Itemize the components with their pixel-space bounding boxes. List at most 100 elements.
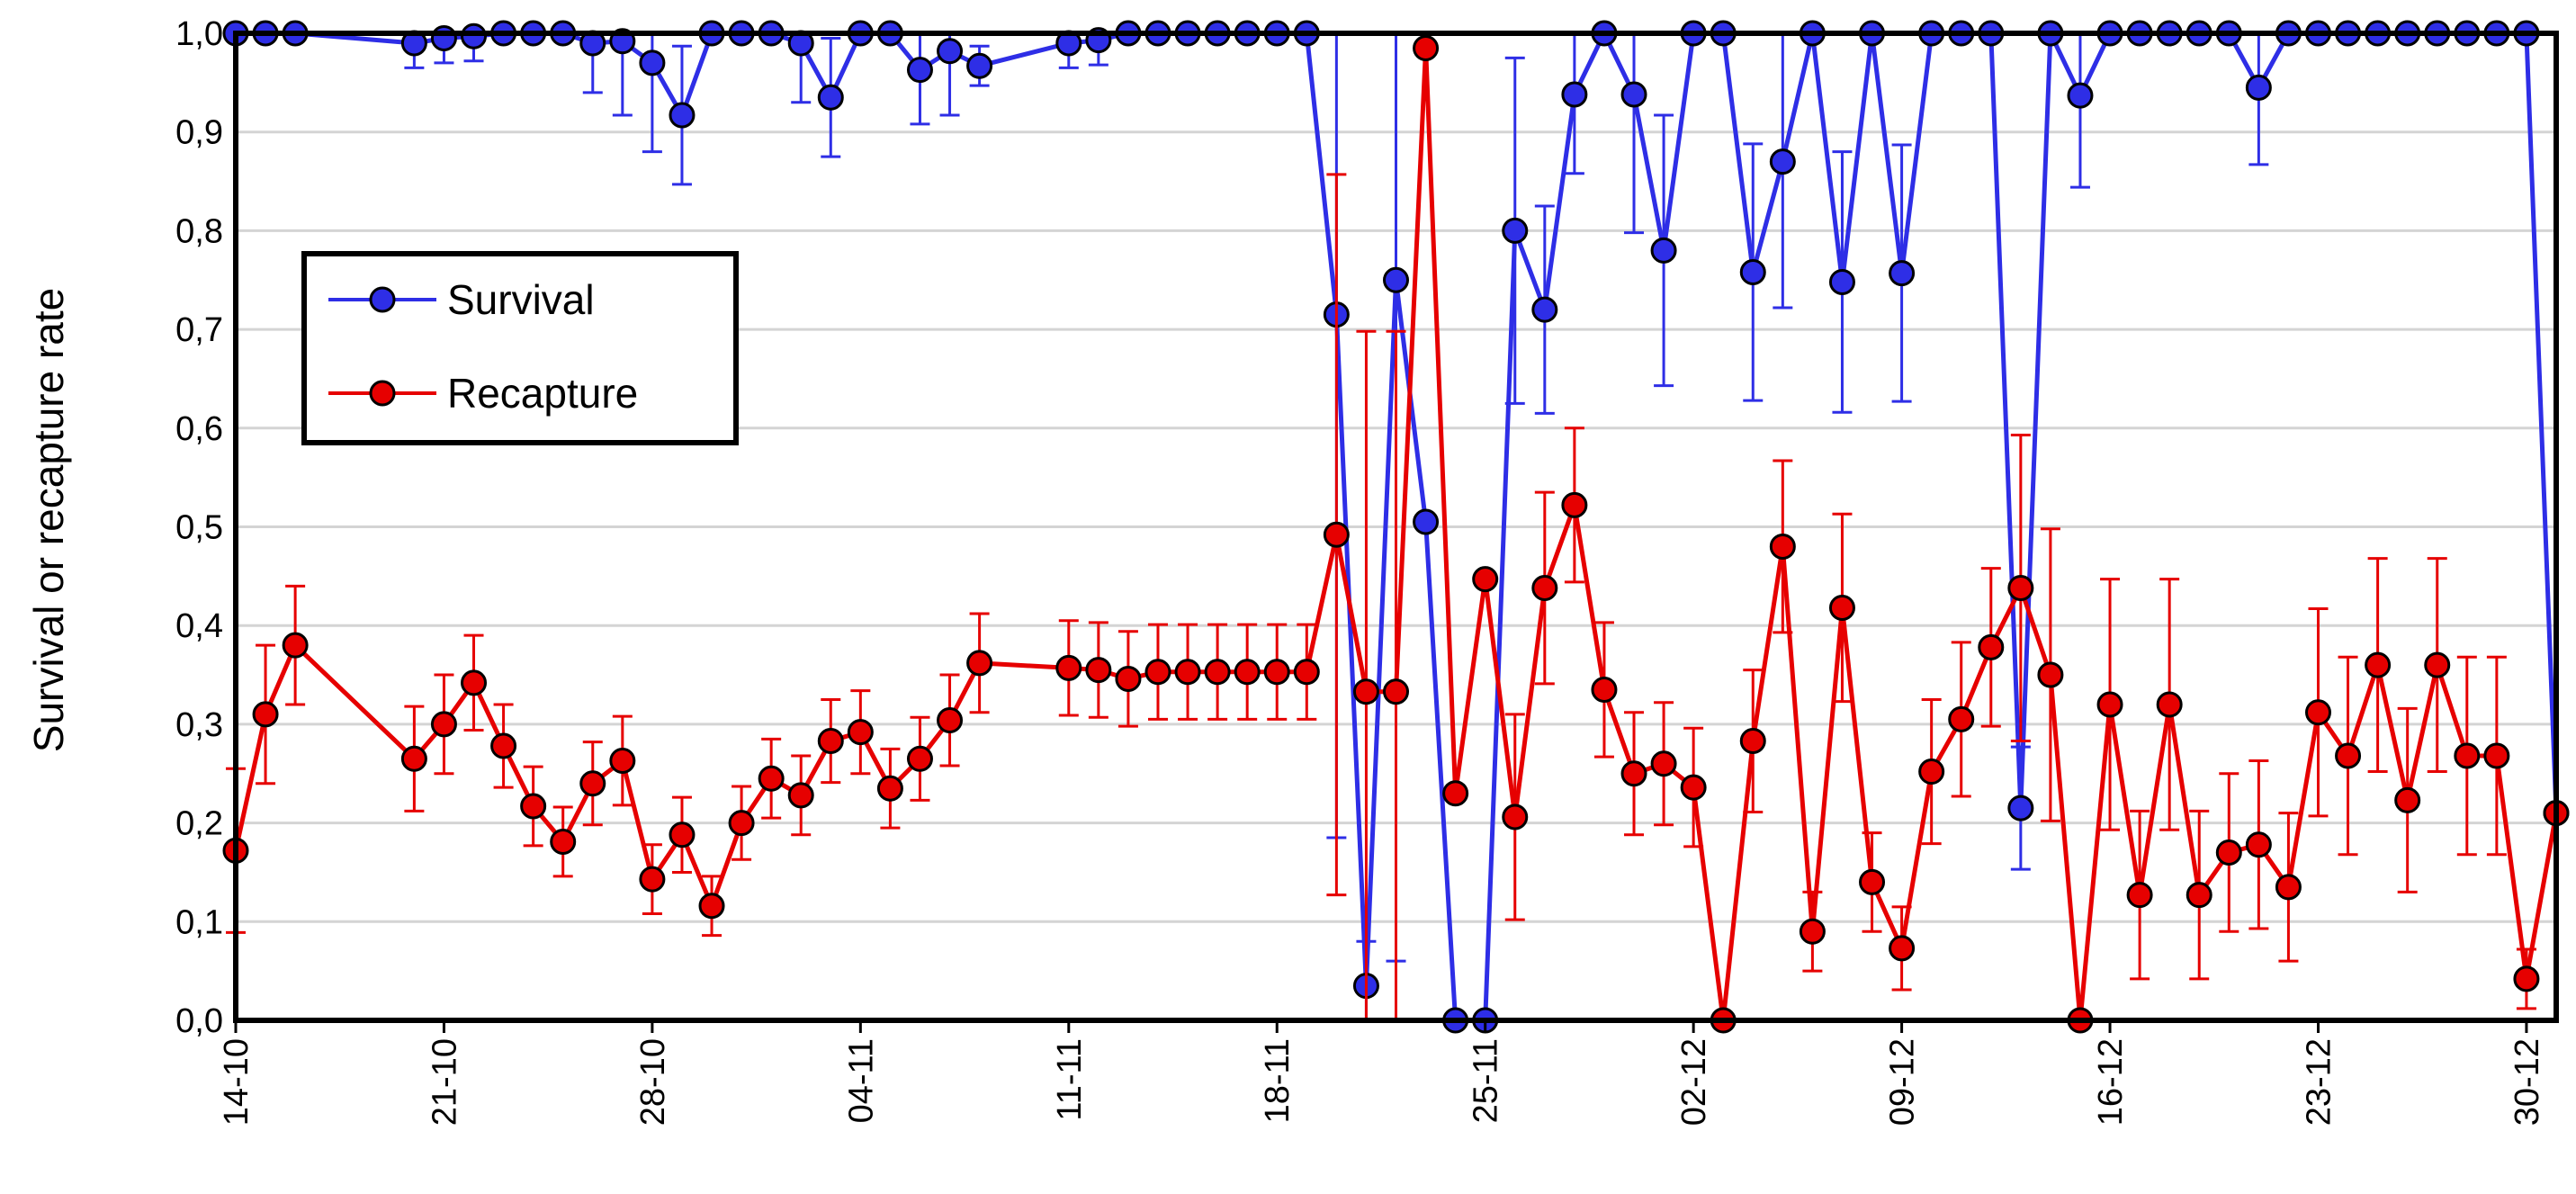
legend-label-survival: Survival: [447, 276, 595, 323]
recapture-point: [2304, 699, 2331, 726]
y-tick-label: 1,0: [175, 15, 223, 53]
recapture-point: [966, 650, 993, 677]
recapture-point: [698, 893, 725, 920]
recapture-point: [1144, 659, 1171, 686]
survival-point: [639, 49, 666, 76]
recapture-point: [1352, 678, 1379, 705]
y-tick-label: 0,9: [175, 114, 223, 152]
recapture-point: [1234, 659, 1261, 686]
recapture-point: [2007, 575, 2034, 602]
recapture-point: [937, 707, 964, 734]
y-ticks: 0,0 0,1 0,2 0,3 0,4 0,5 0,6 0,7 0,8 0,9 1,0: [175, 15, 223, 1040]
recapture-point: [252, 701, 279, 728]
y-tick-label: 0,5: [175, 509, 223, 547]
recapture-point: [876, 775, 903, 802]
recapture-point: [609, 747, 636, 774]
recapture-point: [2424, 651, 2451, 678]
recapture-point: [520, 793, 547, 820]
recapture-point: [1174, 659, 1201, 686]
recapture-point: [1769, 533, 1796, 560]
recapture-point: [2513, 965, 2540, 992]
survival-point: [1739, 258, 1766, 285]
recapture-point: [282, 632, 309, 659]
recapture-point: [1828, 594, 1855, 621]
survival-point: [817, 84, 844, 111]
recapture-point: [1055, 654, 1082, 681]
survival-point: [461, 22, 488, 49]
survival-point: [1531, 296, 1558, 323]
y-tick-label: 0,3: [175, 706, 223, 744]
recapture-point: [2245, 831, 2272, 858]
recapture-point: [461, 669, 488, 696]
recapture-point: [758, 765, 785, 792]
recapture-point: [1859, 868, 1886, 895]
survival-point: [906, 57, 933, 84]
recapture-point: [2215, 839, 2242, 866]
x-tick-label: 16-12: [2092, 1038, 2130, 1126]
recapture-point: [579, 770, 606, 797]
survival-point: [1383, 266, 1409, 293]
y-tick-label: 0,2: [175, 805, 223, 843]
survival-point: [2007, 795, 2034, 821]
survival-point: [430, 24, 457, 51]
recapture-point: [669, 821, 696, 848]
survival-point: [1889, 260, 1916, 287]
legend-label-recapture: Recapture: [447, 370, 638, 417]
x-tick-label: 02-12: [1675, 1038, 1713, 1126]
recapture-point: [2335, 742, 2362, 769]
recapture-point: [906, 745, 933, 772]
recapture-point: [1413, 34, 1440, 61]
recapture-point: [550, 828, 577, 855]
y-tick-label: 0,6: [175, 410, 223, 448]
survival-point: [1561, 81, 1588, 108]
y-axis-label: Survival or recapture rate: [25, 288, 72, 752]
recapture-point: [2394, 786, 2421, 813]
legend-marker-recapture: [369, 380, 396, 407]
recapture-point: [1383, 678, 1409, 705]
x-tick-label: 25-11: [1468, 1038, 1505, 1123]
recapture-point: [2454, 742, 2481, 769]
survival-point: [1769, 148, 1796, 175]
recapture-point: [1531, 575, 1558, 602]
x-tick-label: 09-12: [1884, 1038, 1922, 1126]
recapture-point: [400, 745, 427, 772]
recapture-point: [1978, 633, 2005, 660]
y-tick-label: 0,4: [175, 607, 223, 645]
survival-point: [1650, 237, 1677, 264]
recapture-point: [2483, 742, 2510, 769]
recapture-point: [1502, 803, 1529, 830]
survival-point: [1620, 81, 1647, 108]
recapture-point: [1918, 759, 1945, 786]
survival-point: [669, 102, 696, 129]
legend-box: [301, 251, 739, 445]
recapture-point: [639, 866, 666, 893]
recapture-point: [1650, 750, 1677, 777]
x-tick-label: 23-12: [2300, 1038, 2338, 1126]
recapture-point: [430, 711, 457, 738]
recapture-point: [1115, 665, 1142, 692]
y-tick-label: 0,0: [175, 1002, 223, 1040]
recapture-point: [2186, 882, 2212, 909]
survival-point: [1828, 268, 1855, 295]
recapture-point: [1263, 659, 1290, 686]
survival-point: [2245, 74, 2272, 101]
legend-marker-survival: [369, 286, 396, 313]
recapture-point: [1620, 760, 1647, 787]
recapture-point: [1591, 677, 1618, 704]
recapture-point: [787, 782, 814, 809]
x-ticks: 14-10 21-10 28-10 04-11 11-11 18-11 25-11 02-12…: [218, 1020, 2546, 1126]
survival-point: [1502, 217, 1529, 244]
recapture-point: [817, 728, 844, 755]
y-tick-label: 0,1: [175, 903, 223, 941]
recapture-point: [2126, 882, 2153, 909]
x-tick-label: 04-11: [842, 1038, 880, 1123]
recapture-point: [728, 810, 755, 837]
recapture-point: [1799, 918, 1826, 945]
recapture-point: [2365, 651, 2392, 678]
survival-point: [937, 38, 964, 65]
survival-point: [1413, 508, 1440, 535]
recapture-point: [1204, 659, 1231, 686]
recapture-point: [1889, 935, 1916, 962]
recapture-point: [1293, 659, 1320, 686]
